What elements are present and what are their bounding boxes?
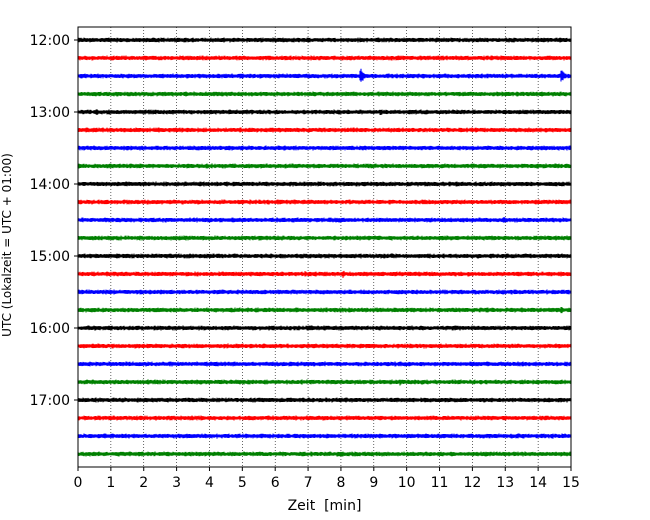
trace-1345 <box>77 163 572 169</box>
trace-1215 <box>77 55 572 61</box>
x-axis-ticks: 0 1 2 3 4 5 6 7 8 9 10 11 12 13 14 15 <box>74 467 580 491</box>
x-tick-label: 14 <box>529 475 547 491</box>
trace-1715 <box>77 415 572 421</box>
seismic-traces <box>77 37 572 457</box>
trace-1730 <box>77 433 572 439</box>
trace-1315 <box>77 127 572 133</box>
y-tick-label: 12:00 <box>30 33 70 49</box>
x-tick-label: 6 <box>271 475 280 491</box>
trace-1700 <box>77 397 572 403</box>
trace-1600 <box>77 325 572 331</box>
x-tick-label: 13 <box>496 475 514 491</box>
trace-1500 <box>77 253 572 259</box>
y-tick-label: 16:00 <box>30 321 70 337</box>
y-tick-label: 17:00 <box>30 393 70 409</box>
trace-1445 <box>77 235 572 241</box>
trace-1200 <box>77 37 572 43</box>
trace-1630 <box>77 361 572 367</box>
trace-1530 <box>77 289 572 295</box>
x-tick-label: 7 <box>304 475 313 491</box>
x-tick-label: 1 <box>106 475 115 491</box>
x-tick-label: 5 <box>238 475 247 491</box>
x-tick-label: 4 <box>205 475 214 491</box>
x-tick-label: 8 <box>336 475 345 491</box>
x-tick-label: 3 <box>172 475 181 491</box>
x-axis-label: Zeit [min] <box>288 498 362 514</box>
trace-1230 <box>77 68 572 82</box>
y-axis-ticks: 12:00 13:00 14:00 15:00 16:00 17:00 <box>30 33 78 409</box>
trace-1300 <box>77 109 572 116</box>
trace-1430 <box>77 217 572 223</box>
x-tick-label: 0 <box>74 475 83 491</box>
trace-1415 <box>77 199 572 205</box>
trace-1245 <box>77 91 572 97</box>
trace-1515 <box>77 270 572 278</box>
vertical-grid <box>110 27 539 467</box>
trace-1645 <box>77 379 572 386</box>
x-tick-label: 15 <box>562 475 580 491</box>
y-axis-label: UTC (Lokalzeit = UTC + 01:00) <box>0 153 14 337</box>
trace-1545 <box>77 306 572 314</box>
y-tick-label: 15:00 <box>30 249 70 265</box>
y-tick-label: 14:00 <box>30 177 70 193</box>
x-tick-label: 12 <box>463 475 481 491</box>
x-tick-label: 9 <box>369 475 378 491</box>
plot-frame <box>77 26 572 468</box>
y-tick-label: 13:00 <box>30 105 70 121</box>
trace-1615 <box>77 343 572 349</box>
trace-1745 <box>77 451 572 457</box>
x-tick-label: 11 <box>431 475 449 491</box>
x-tick-label: 10 <box>398 475 416 491</box>
trace-1330 <box>77 145 572 151</box>
x-tick-label: 2 <box>139 475 148 491</box>
trace-1400 <box>77 181 572 187</box>
